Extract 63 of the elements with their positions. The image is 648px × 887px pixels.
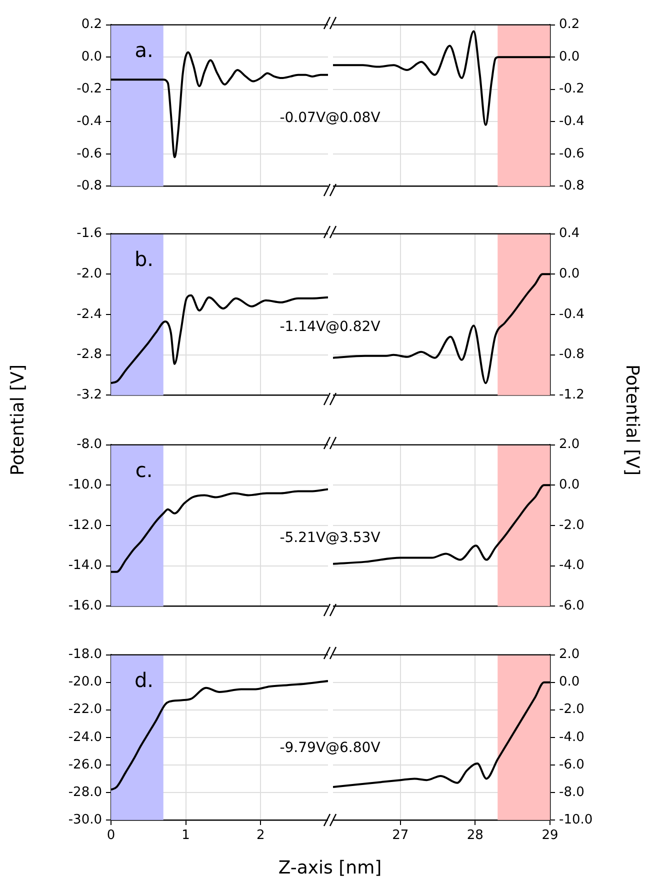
- x-tick-label: 1: [182, 828, 190, 844]
- x-tick-label: 28: [466, 828, 484, 844]
- y-tick-label: -0.8: [559, 178, 584, 194]
- x-tick-label: 0: [106, 828, 116, 844]
- x-tick-label: 2: [256, 828, 265, 844]
- y-tick-label: -8.0: [76, 437, 102, 452]
- y-tick-label: -6.0: [559, 598, 584, 614]
- y-tick-label: -20.0: [68, 674, 102, 690]
- y-tick-label: -3.2: [76, 388, 102, 403]
- y-tick-label: -10.0: [68, 478, 102, 493]
- y-tick-label: -16.0: [68, 598, 102, 614]
- x-tick-label: 27: [392, 828, 409, 844]
- annotation: -0.07V@0.08V: [280, 110, 380, 126]
- y-tick-label: -0.2: [559, 82, 584, 97]
- y-tick-label: -0.6: [559, 146, 584, 162]
- y-tick-label: 2.0: [559, 647, 580, 662]
- y-tick-label: -12.0: [68, 518, 102, 533]
- y-tick-label: -0.6: [76, 146, 102, 162]
- y-tick-label: 0.2: [559, 17, 580, 32]
- annotation: -5.21V@3.53V: [280, 530, 380, 546]
- y-tick-label: -2.0: [559, 518, 584, 533]
- annotation: c.: [135, 458, 153, 482]
- y-tick-label: -1.6: [76, 226, 102, 242]
- annotation: -9.79V@6.80V: [280, 740, 380, 756]
- annotation: b.: [134, 247, 154, 272]
- y-tick-label: -2.8: [76, 347, 102, 362]
- y-tick-label: 0.0: [559, 49, 580, 64]
- y-tick-label: -24.0: [68, 730, 102, 745]
- y-tick-label: -4.0: [559, 558, 584, 574]
- y-tick-label: -2.4: [76, 306, 102, 322]
- y-tick-label: -4.0: [559, 730, 584, 745]
- y-tick-label: -0.8: [559, 347, 584, 362]
- y-tick-label: -0.4: [559, 306, 584, 322]
- y-tick-label: -8.0: [559, 784, 584, 800]
- x-axis-title: Z-axis [nm]: [278, 858, 382, 878]
- y-tick-label: -1.2: [559, 388, 584, 403]
- annotation: a.: [134, 38, 154, 62]
- x-tick-label: 29: [542, 828, 558, 844]
- y-tick-label: -28.0: [68, 784, 102, 800]
- y-tick-label: -18.0: [68, 647, 102, 662]
- y-tick-label: 0.0: [81, 49, 102, 64]
- y-tick-label: 0.0: [559, 674, 580, 690]
- y-tick-label: -0.4: [559, 114, 584, 130]
- y-tick-label: -14.0: [68, 558, 102, 574]
- y-tick-label: -2.0: [76, 266, 102, 282]
- y-tick-label: 0.4: [559, 226, 580, 242]
- y-tick-label: -10.0: [559, 812, 593, 828]
- annotation: -1.14V@0.82V: [280, 319, 380, 335]
- y-tick-label: 0.0: [559, 478, 580, 493]
- annotation: d.: [134, 668, 154, 692]
- y-tick-label: -26.0: [68, 757, 102, 772]
- y-tick-label: -6.0: [559, 757, 584, 772]
- y-tick-label: -0.8: [76, 178, 102, 194]
- y-axis-title: Potential [V]: [8, 364, 28, 476]
- y-tick-label: -0.2: [76, 82, 102, 97]
- y-tick-label: 2.0: [559, 437, 580, 452]
- y-tick-label: -22.0: [68, 702, 102, 718]
- y-tick-label: -2.0: [559, 702, 584, 718]
- y-tick-label: -30.0: [68, 812, 102, 828]
- y-tick-label: -0.4: [76, 114, 102, 130]
- y-tick-label: 0.2: [81, 17, 102, 32]
- y-tick-label: 0.0: [559, 266, 580, 282]
- y-axis-title: Potential [V]: [622, 364, 642, 476]
